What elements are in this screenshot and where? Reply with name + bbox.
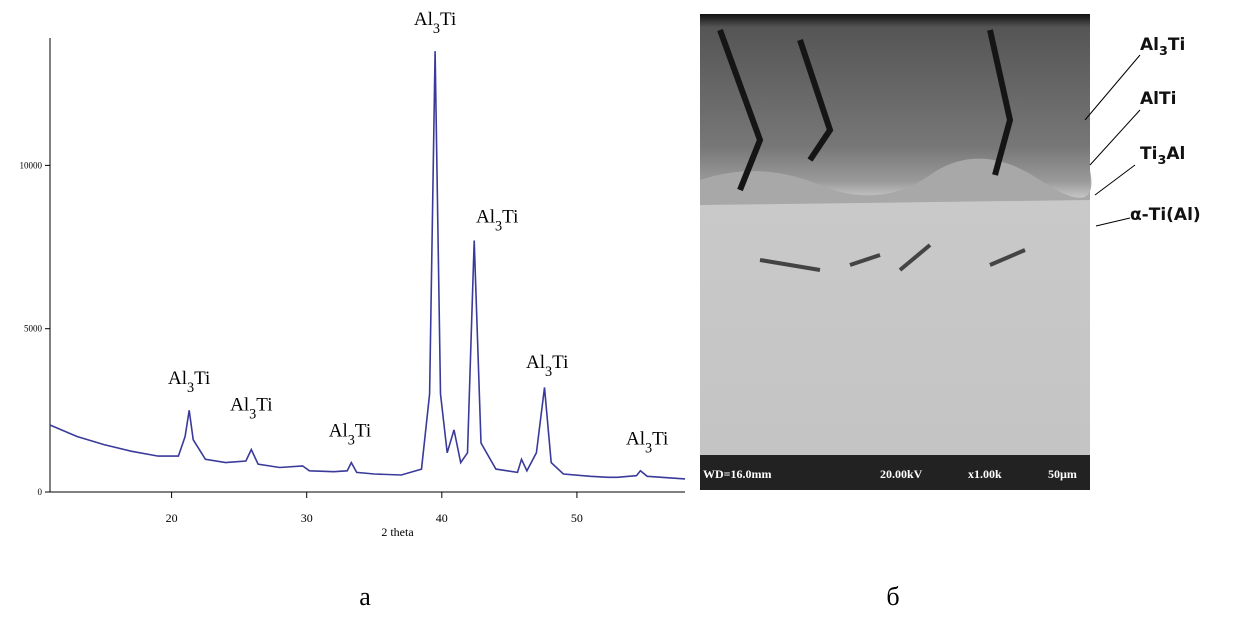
label: Al3Ti	[476, 207, 518, 235]
label-sub: 3	[545, 364, 552, 380]
micrograph: WD=16.0mm 20.00kV x1.00k 50µm	[700, 14, 1141, 490]
sem-crack	[717, 28, 1014, 192]
label-sub: 3	[187, 380, 194, 396]
label: Al3Ti	[329, 420, 371, 448]
label-text: Al	[626, 429, 645, 450]
label-text: Ti	[502, 207, 518, 228]
caption: а	[359, 582, 371, 611]
sem-pore	[759, 243, 1026, 272]
label: α-Ti(Al)	[1130, 205, 1201, 225]
info-bar	[700, 455, 1090, 490]
info-text: 50µm	[1048, 467, 1077, 481]
label-text: Ti	[440, 9, 456, 30]
label-sub: 3	[348, 432, 355, 448]
label-text: AlTi	[1140, 89, 1176, 109]
x-tick-label: 40	[436, 511, 448, 525]
label-text: Al	[1166, 144, 1185, 164]
label-sub: 3	[1159, 44, 1168, 59]
y-tick-label: 5000	[24, 324, 43, 334]
label: Al3Ti	[526, 352, 568, 380]
label: Al3Ti	[230, 394, 272, 422]
label-text: Al	[526, 352, 545, 373]
label: Al3Ti	[1140, 35, 1185, 59]
leader-line	[1084, 54, 1141, 227]
info-text: 20.00kV	[880, 467, 923, 481]
y-tick-label: 0	[38, 487, 43, 497]
label-text: Al	[476, 207, 495, 228]
label: AlTi	[1140, 89, 1176, 109]
label: Al3Ti	[168, 368, 210, 396]
label-text: Al	[329, 420, 348, 441]
label-text: Al	[230, 394, 249, 415]
label-text: α-Ti(Al)	[1130, 205, 1201, 225]
label-text: Ti	[355, 420, 371, 441]
label-text: Al	[168, 368, 187, 389]
y-tick-label: 10000	[20, 160, 43, 170]
info-text: x1.00k	[968, 467, 1002, 481]
label: Ti3Al	[1140, 144, 1185, 168]
x-axis-label: 2 theta	[381, 525, 414, 539]
label-text: Ti	[552, 352, 568, 373]
x-tick-label: 50	[571, 511, 583, 525]
xrd-line	[49, 51, 686, 480]
x-tick-label: 30	[301, 511, 313, 525]
caption: б	[886, 582, 899, 611]
label-text: Al	[414, 9, 433, 30]
label: Al3Ti	[414, 9, 456, 37]
info-text: WD=16.0mm	[703, 467, 772, 481]
label-sub: 3	[645, 441, 652, 457]
label-sub: 3	[249, 406, 256, 422]
label: Al3Ti	[626, 429, 668, 457]
sem-image	[700, 14, 1090, 455]
label-sub: 3	[495, 219, 502, 235]
label-text: Ti	[1140, 144, 1157, 164]
label-text: Ti	[194, 368, 210, 389]
label-text: Ti	[256, 394, 272, 415]
label-text: Al	[1140, 35, 1159, 55]
label-sub: 3	[1157, 153, 1166, 168]
label-sub: 3	[433, 21, 440, 37]
label-text: Ti	[652, 429, 668, 450]
x-tick-label: 20	[166, 511, 178, 525]
label-text: Ti	[1168, 35, 1185, 55]
